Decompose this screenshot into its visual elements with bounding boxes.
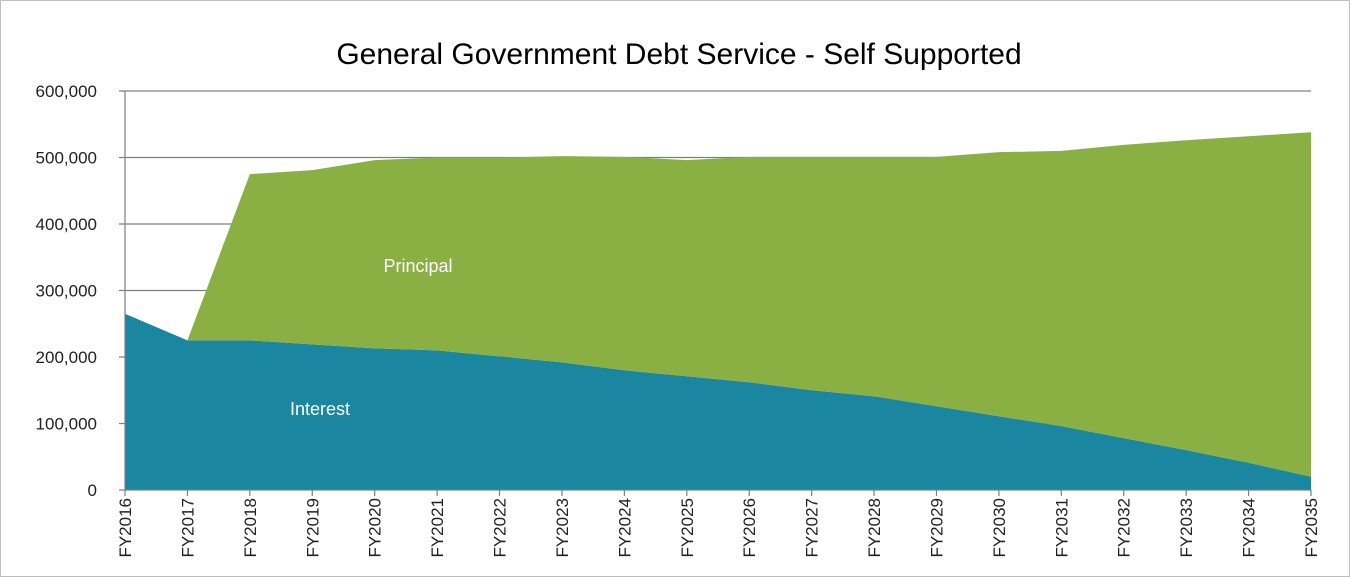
x-tick-label: FY2024 (615, 498, 634, 558)
y-tick-label: 200,000 (36, 348, 97, 367)
x-tick-label: FY2020 (366, 498, 385, 558)
series-label-interest: Interest (290, 399, 350, 419)
x-tick-label: FY2016 (116, 498, 135, 558)
x-tick-label: FY2029 (927, 498, 946, 558)
area-interest (125, 313, 1311, 490)
x-tick-label: FY2023 (553, 498, 572, 558)
x-tick-label: FY2034 (1240, 498, 1259, 558)
x-tick-label: FY2018 (241, 498, 260, 558)
y-tick-label: 100,000 (36, 415, 97, 434)
y-tick-label: 400,000 (36, 215, 97, 234)
area-layer (125, 132, 1311, 490)
chart-title: General Government Debt Service - Self S… (336, 38, 1021, 71)
y-tick-label: 500,000 (36, 149, 97, 168)
x-tick-label: FY2030 (990, 498, 1009, 558)
x-tick-label: FY2019 (303, 498, 322, 558)
y-tick-label: 300,000 (36, 282, 97, 301)
x-tick-label: FY2028 (865, 498, 884, 558)
x-tick-label: FY2017 (178, 498, 197, 558)
x-tick-label: FY2032 (1115, 498, 1134, 558)
y-tick-label: 0 (88, 481, 97, 500)
x-tick-label: FY2022 (491, 498, 510, 558)
x-tick-label: FY2031 (1052, 498, 1071, 558)
area-principal (125, 132, 1311, 477)
y-tick-label: 600,000 (36, 82, 97, 101)
x-tick-label: FY2021 (428, 498, 447, 558)
series-label-principal: Principal (383, 256, 452, 276)
x-tick-label: FY2035 (1302, 498, 1321, 558)
label-layer: Principal Interest (290, 256, 453, 419)
x-tick-label: FY2025 (678, 498, 697, 558)
axis-layer: 0 100,000 200,000 300,000 400,000 500,000 600,… (36, 82, 1321, 558)
x-tick-label: FY2033 (1177, 498, 1196, 558)
x-tick-label: FY2026 (740, 498, 759, 558)
x-tick-label: FY2027 (803, 498, 822, 558)
